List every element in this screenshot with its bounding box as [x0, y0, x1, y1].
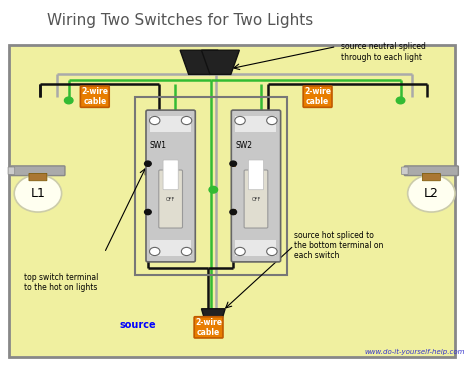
Text: top switch terminal
to the hot on lights: top switch terminal to the hot on lights	[24, 273, 98, 292]
FancyBboxPatch shape	[401, 167, 408, 174]
Text: OFF: OFF	[251, 197, 261, 202]
FancyBboxPatch shape	[244, 170, 268, 228]
Circle shape	[230, 161, 237, 166]
Ellipse shape	[14, 175, 62, 212]
FancyBboxPatch shape	[146, 161, 150, 167]
FancyBboxPatch shape	[29, 173, 47, 181]
Circle shape	[235, 116, 245, 125]
Text: OFF: OFF	[166, 197, 175, 202]
Circle shape	[182, 116, 192, 125]
Circle shape	[149, 116, 160, 125]
Circle shape	[230, 209, 237, 215]
Polygon shape	[201, 50, 239, 74]
Circle shape	[182, 247, 192, 256]
Circle shape	[396, 97, 405, 104]
FancyBboxPatch shape	[422, 173, 440, 181]
Text: source: source	[119, 321, 156, 330]
Text: source neutral spliced
through to each light: source neutral spliced through to each l…	[341, 42, 426, 62]
FancyBboxPatch shape	[150, 116, 191, 132]
Text: SW1: SW1	[150, 141, 167, 150]
FancyBboxPatch shape	[404, 166, 458, 176]
FancyBboxPatch shape	[231, 161, 236, 167]
Polygon shape	[180, 50, 218, 74]
FancyBboxPatch shape	[9, 45, 455, 357]
Text: 2-wire
cable: 2-wire cable	[195, 318, 222, 337]
Text: L2: L2	[424, 187, 439, 200]
FancyBboxPatch shape	[159, 170, 182, 228]
Ellipse shape	[408, 175, 455, 212]
FancyBboxPatch shape	[231, 209, 236, 215]
Circle shape	[145, 209, 151, 215]
FancyBboxPatch shape	[11, 166, 65, 176]
FancyBboxPatch shape	[236, 240, 276, 256]
FancyBboxPatch shape	[248, 160, 264, 190]
FancyBboxPatch shape	[8, 167, 15, 174]
Circle shape	[64, 97, 73, 104]
Text: source hot spliced to
the bottom terminal on
each switch: source hot spliced to the bottom termina…	[294, 231, 383, 260]
Circle shape	[145, 161, 151, 166]
FancyBboxPatch shape	[146, 110, 195, 262]
Text: www.do-it-yourself-help.com: www.do-it-yourself-help.com	[364, 349, 465, 355]
Text: 2-wire
cable: 2-wire cable	[82, 87, 108, 106]
FancyBboxPatch shape	[236, 116, 276, 132]
Circle shape	[235, 247, 245, 256]
FancyBboxPatch shape	[146, 209, 150, 215]
Circle shape	[209, 186, 218, 193]
FancyBboxPatch shape	[231, 110, 281, 262]
FancyBboxPatch shape	[163, 160, 178, 190]
Polygon shape	[201, 309, 225, 320]
Text: L1: L1	[30, 187, 46, 200]
Text: Wiring Two Switches for Two Lights: Wiring Two Switches for Two Lights	[47, 13, 313, 28]
Text: 2-wire
cable: 2-wire cable	[304, 87, 331, 106]
Circle shape	[149, 247, 160, 256]
Text: SW2: SW2	[235, 141, 252, 150]
Circle shape	[267, 116, 277, 125]
Circle shape	[267, 247, 277, 256]
FancyBboxPatch shape	[150, 240, 191, 256]
